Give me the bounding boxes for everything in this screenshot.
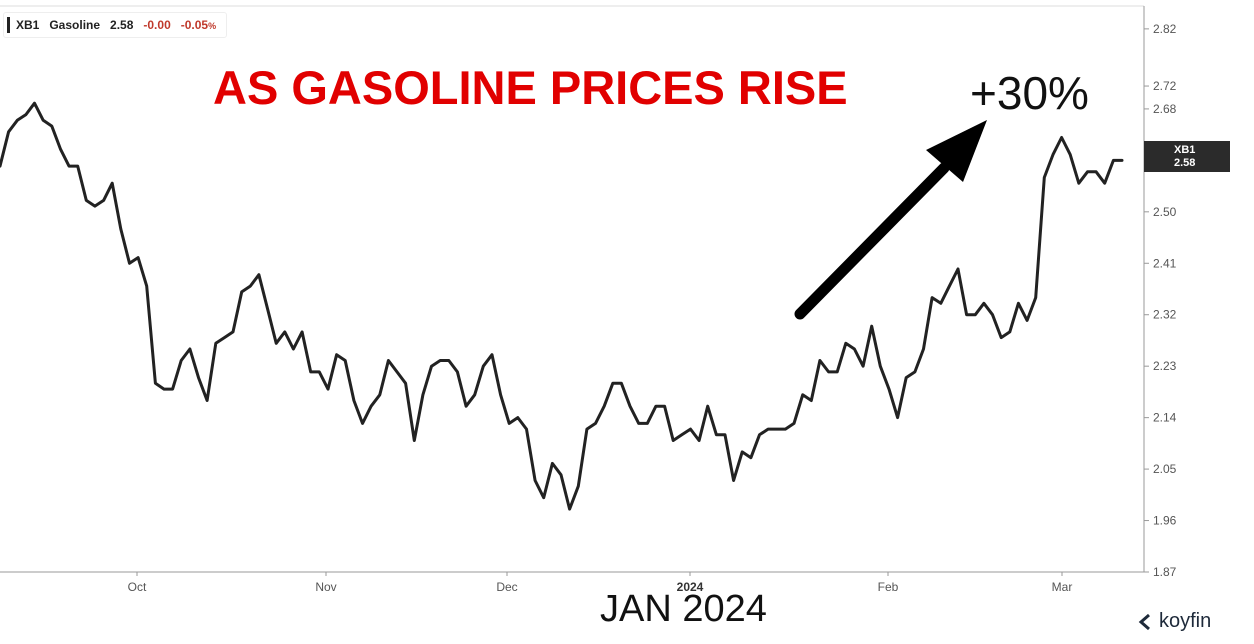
price-tag-value: 2.58 xyxy=(1174,157,1196,169)
y-tick-label: 1.87 xyxy=(1153,565,1177,579)
brand-logo: koyfin xyxy=(1135,610,1211,633)
legend-change-pct: -0.05% xyxy=(181,18,216,32)
legend-change: -0.00 xyxy=(143,18,171,32)
legend-change-pct-value: -0.05 xyxy=(180,18,209,32)
y-tick-label: 2.14 xyxy=(1153,411,1177,425)
x-tick-label: 2024 xyxy=(677,580,704,594)
x-axis-ticks: Oct Nov Dec 2024 Feb Mar xyxy=(128,572,1073,594)
legend[interactable]: XB1 Gasoline 2.58 -0.00 -0.05% xyxy=(3,12,228,38)
koyfin-logo-icon xyxy=(1138,613,1150,630)
x-tick-label: Feb xyxy=(878,580,899,594)
y-tick-label: 2.68 xyxy=(1153,102,1177,116)
brand-name: koyfin xyxy=(1159,610,1212,632)
y-tick-label: 2.72 xyxy=(1153,79,1177,93)
y-tick-label: 2.05 xyxy=(1153,462,1177,476)
legend-name: Gasoline xyxy=(49,18,101,32)
legend-ticker: XB1 xyxy=(16,18,40,32)
y-tick-label: 2.32 xyxy=(1153,308,1177,322)
gain-annotation: +30% xyxy=(970,67,1089,119)
series-line-xb1 xyxy=(0,101,1124,511)
legend-series-marker xyxy=(7,17,10,33)
last-price-tag: XB1 2.58 xyxy=(1144,141,1230,172)
legend-pct-sign: % xyxy=(208,21,217,31)
x-tick-label: Dec xyxy=(496,580,517,594)
arrow-up-icon xyxy=(794,120,987,320)
y-tick-label: 2.50 xyxy=(1153,205,1177,219)
y-tick-label: 2.41 xyxy=(1153,256,1177,270)
x-tick-label: Oct xyxy=(128,580,147,594)
y-tick-label: 1.96 xyxy=(1153,514,1177,528)
x-tick-label: Nov xyxy=(315,580,336,594)
y-tick-label: 2.82 xyxy=(1153,22,1177,36)
price-tag-ticker: XB1 xyxy=(1174,144,1196,156)
date-caption: JAN 2024 xyxy=(600,588,767,630)
y-tick-label: 2.23 xyxy=(1153,359,1177,373)
x-tick-label: Mar xyxy=(1052,580,1073,594)
y-axis-ticks: 2.82 2.72 2.68 2.50 2.41 2.32 2.23 2.14 2.05 1.96… xyxy=(1144,22,1177,579)
legend-last-value: 2.58 xyxy=(110,18,134,32)
chart-headline: AS GASOLINE PRICES RISE xyxy=(213,61,848,114)
